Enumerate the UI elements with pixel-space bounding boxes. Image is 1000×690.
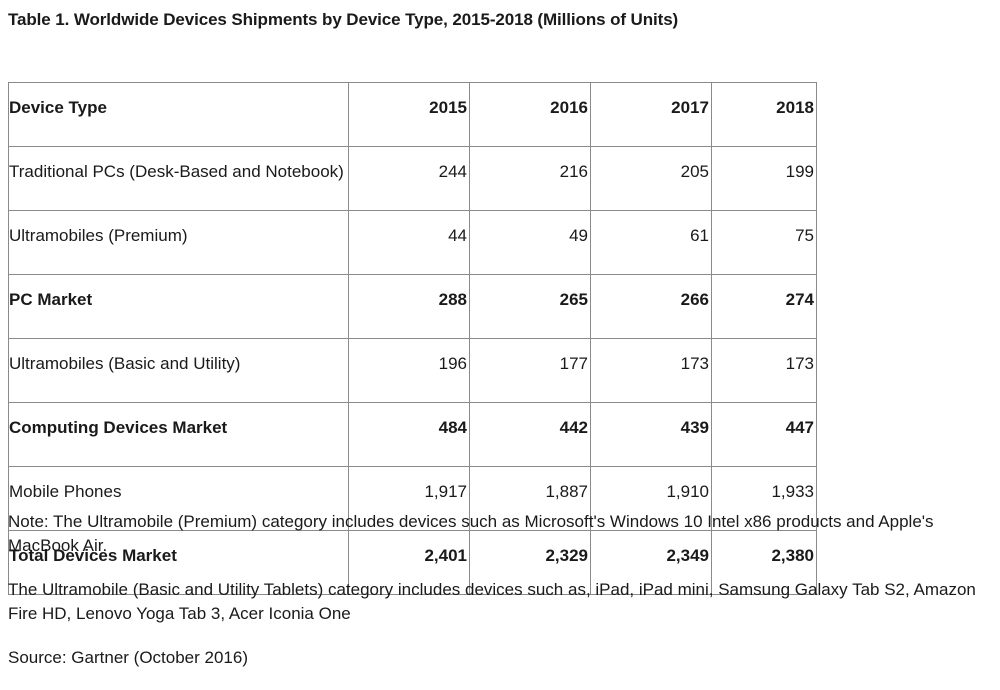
- table-row: Ultramobiles (Premium) 44 49 61 75: [8, 210, 817, 275]
- cell-2016: 49: [469, 210, 591, 275]
- cell-2017: 2,349: [590, 530, 712, 595]
- header-2015: 2015: [348, 82, 470, 147]
- cell-2016: 216: [469, 146, 591, 211]
- cell-2017: 439: [590, 402, 712, 467]
- table-row-total: Total Devices Market 2,401 2,329 2,349 2…: [8, 530, 817, 595]
- cell-2018: 75: [711, 210, 817, 275]
- cell-2018: 2,380: [711, 530, 817, 595]
- note-ultramobile-premium: Note: The Ultramobile (Premium) category…: [8, 512, 934, 555]
- row-label: Ultramobiles (Premium): [8, 210, 349, 275]
- note-ultramobile-basic: The Ultramobile (Basic and Utility Table…: [8, 580, 976, 623]
- table-header-row: Device Type 2015 2016 2017 2018: [8, 82, 817, 147]
- cell-2016: 265: [469, 274, 591, 339]
- row-label: Mobile Phones: [8, 466, 349, 531]
- cell-2015: 484: [348, 402, 470, 467]
- cell-2015: 244: [348, 146, 470, 211]
- cell-2017: 205: [590, 146, 712, 211]
- cell-2016: 177: [469, 338, 591, 403]
- shipments-table: Device Type 2015 2016 2017 2018 Traditio…: [8, 82, 817, 595]
- cell-2016: 1,887: [469, 466, 591, 531]
- header-device-type: Device Type: [8, 82, 349, 147]
- cell-2015: 44: [348, 210, 470, 275]
- source-note: Source: Gartner (October 2016): [8, 648, 249, 667]
- cell-2018: 447: [711, 402, 817, 467]
- table-row: Mobile Phones 1,917 1,887 1,910 1,933: [8, 466, 817, 531]
- cell-2016: 2,329: [469, 530, 591, 595]
- cell-2017: 173: [590, 338, 712, 403]
- cell-2016: 442: [469, 402, 591, 467]
- table-row-subtotal: Computing Devices Market 484 442 439 447: [8, 402, 817, 467]
- header-2016: 2016: [469, 82, 591, 147]
- cell-2017: 266: [590, 274, 712, 339]
- cell-2018: 199: [711, 146, 817, 211]
- header-2017: 2017: [590, 82, 712, 147]
- cell-2015: 196: [348, 338, 470, 403]
- row-label: PC Market: [8, 274, 349, 339]
- cell-2018: 274: [711, 274, 817, 339]
- cell-2015: 2,401: [348, 530, 470, 595]
- cell-2018: 173: [711, 338, 817, 403]
- row-label: Ultramobiles (Basic and Utility): [8, 338, 349, 403]
- row-label: Computing Devices Market: [8, 402, 349, 467]
- table-row: Traditional PCs (Desk-Based and Notebook…: [8, 146, 817, 211]
- row-label: Traditional PCs (Desk-Based and Notebook…: [8, 146, 349, 211]
- row-label: Total Devices Market: [8, 530, 349, 595]
- table-row: Ultramobiles (Basic and Utility) 196 177…: [8, 338, 817, 403]
- cell-2017: 61: [590, 210, 712, 275]
- notes-section: Note: The Ultramobile (Premium) category…: [8, 510, 993, 690]
- table-title: Table 1. Worldwide Devices Shipments by …: [8, 10, 679, 29]
- cell-2015: 288: [348, 274, 470, 339]
- header-2018: 2018: [711, 82, 817, 147]
- table-row-subtotal: PC Market 288 265 266 274: [8, 274, 817, 339]
